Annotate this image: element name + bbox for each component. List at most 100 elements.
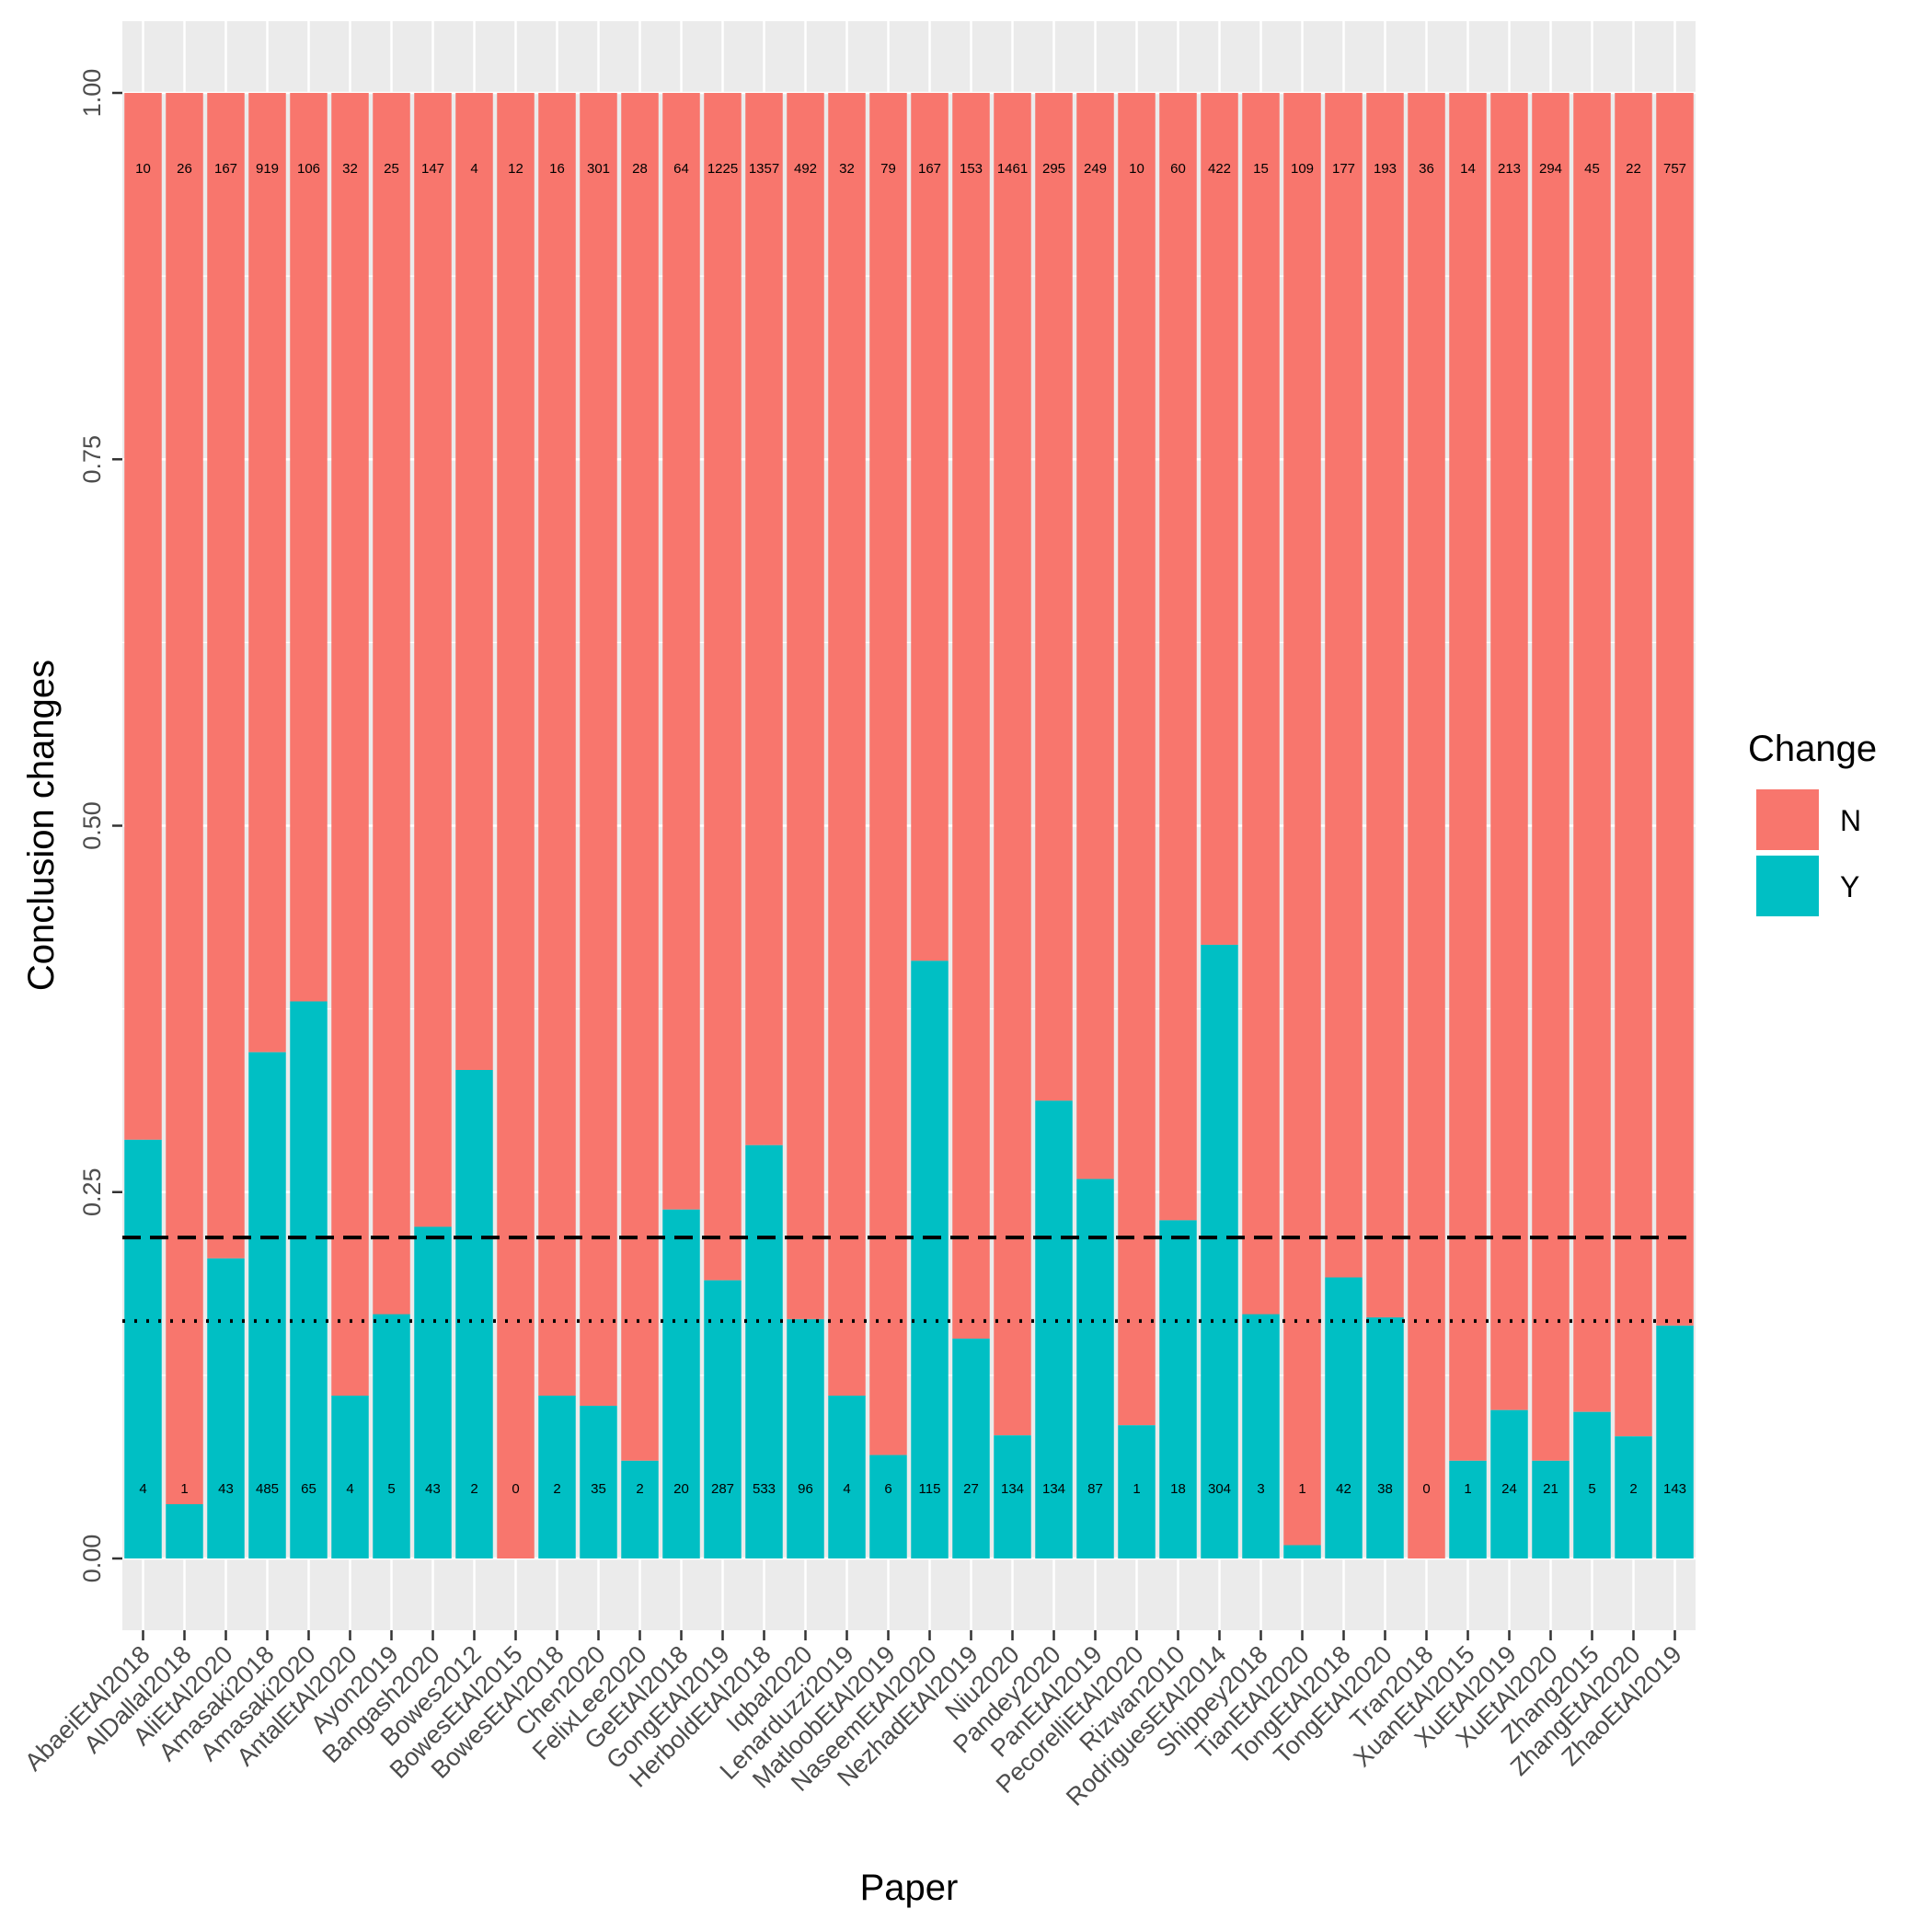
count-label-n: 109 [1291,161,1314,177]
bar-segment-n [497,93,535,1558]
bar-segment-y [911,960,949,1558]
count-label-y: 1 [1464,1481,1471,1497]
bar-segment-n [1532,93,1570,1461]
bar-segment-n [1242,93,1280,1315]
count-label-y: 287 [711,1481,734,1497]
count-label-n: 79 [880,161,896,177]
count-label-y: 43 [425,1481,441,1497]
bar-segment-n [1325,93,1363,1278]
bar-segment-n [580,93,617,1407]
bar-segment-n [1283,93,1321,1546]
count-label-y: 42 [1336,1481,1351,1497]
bar-segment-y [1201,944,1238,1558]
count-label-n: 16 [549,161,565,177]
bar-segment-n [787,93,824,1319]
bar-segment-y [1656,1325,1694,1558]
count-label-y: 38 [1377,1481,1393,1497]
count-label-n: 177 [1332,161,1355,177]
bar-segment-n [1159,93,1197,1221]
count-label-y: 65 [301,1481,316,1497]
count-label-n: 147 [421,161,444,177]
bar-segment-n [248,93,286,1052]
bar-segment-n [621,93,659,1461]
y-tick-label: 0.25 [78,1167,106,1216]
y-tick-label: 0.75 [78,435,106,484]
count-label-n: 757 [1663,161,1686,177]
count-label-n: 106 [297,161,320,177]
bar-segment-n [1076,93,1114,1179]
count-label-y: 134 [1001,1481,1024,1497]
bar-segment-y [952,1339,990,1558]
count-label-n: 295 [1042,161,1065,177]
bar-segment-y [1532,1460,1570,1558]
count-label-n: 1225 [707,161,738,177]
bar-segment-n [869,93,907,1455]
y-axis: 0.00 0.25 0.50 0.75 1.00 [78,69,122,1583]
bar-segment-y [621,1460,659,1558]
bar-segment-y [1573,1411,1611,1558]
count-label-y: 35 [591,1481,606,1497]
bar-segment-n [952,93,990,1340]
legend-swatch-y [1754,854,1821,918]
bar-segment-y [1035,1100,1073,1558]
count-label-n: 167 [214,161,237,177]
bars [124,93,1694,1558]
count-label-y: 115 [919,1481,941,1497]
count-label-n: 10 [135,161,151,177]
count-label-n: 301 [587,161,610,177]
bar-segment-y [331,1396,369,1558]
x-axis-title: Paper [860,1868,959,1908]
count-label-y: 4 [139,1481,146,1497]
count-label-y: 2 [553,1481,560,1497]
legend: Change N Y [1748,729,1877,918]
bar-segment-y [1076,1179,1114,1558]
bar-segment-n [1118,93,1156,1426]
bar-segment-n [331,93,369,1396]
count-label-y: 4 [346,1481,353,1497]
bar-segment-y [1615,1436,1652,1558]
count-label-n: 26 [177,161,192,177]
count-label-n: 492 [794,161,817,177]
count-label-n: 249 [1084,161,1107,177]
bar-segment-n [1201,93,1238,945]
bar-segment-n [994,93,1031,1436]
bar-segment-y [1283,1545,1321,1558]
bar-segment-n [1035,93,1073,1101]
bar-segment-n [704,93,742,1281]
count-label-y: 143 [1663,1481,1686,1497]
count-label-y: 4 [843,1481,850,1497]
count-label-y: 0 [512,1481,519,1497]
count-label-n: 28 [632,161,648,177]
count-label-y: 2 [636,1481,643,1497]
y-axis-title: Conclusion changes [21,660,62,991]
count-label-n: 12 [508,161,523,177]
y-tick-label: 0.00 [78,1535,106,1583]
reference-lines [122,1236,1696,1323]
count-label-n: 1461 [997,161,1028,177]
legend-label-y: Y [1840,870,1859,903]
bar-segment-n [166,93,203,1504]
bar-segment-y [869,1455,907,1558]
legend-title: Change [1748,729,1877,769]
bar-segment-y [1325,1277,1363,1558]
bar-segment-n [662,93,700,1210]
count-label-n: 10 [1129,161,1144,177]
bar-segment-y [1490,1409,1528,1558]
count-label-n: 60 [1170,161,1186,177]
bar-segment-n [828,93,866,1396]
bar-segment-y [1242,1314,1280,1558]
bar-segment-n [1656,93,1694,1326]
count-label-y: 27 [963,1481,979,1497]
bar-segment-y [828,1396,866,1558]
count-label-y: 533 [753,1481,776,1497]
count-label-n: 422 [1208,161,1231,177]
count-label-y: 134 [1042,1481,1065,1497]
bar-segment-n [1615,93,1652,1437]
count-label-y: 1 [1298,1481,1305,1497]
count-label-y: 87 [1087,1481,1103,1497]
count-label-n: 32 [342,161,358,177]
count-label-y: 304 [1208,1481,1231,1497]
bar-segment-n [1366,93,1404,1317]
bar-segment-y [994,1435,1031,1558]
